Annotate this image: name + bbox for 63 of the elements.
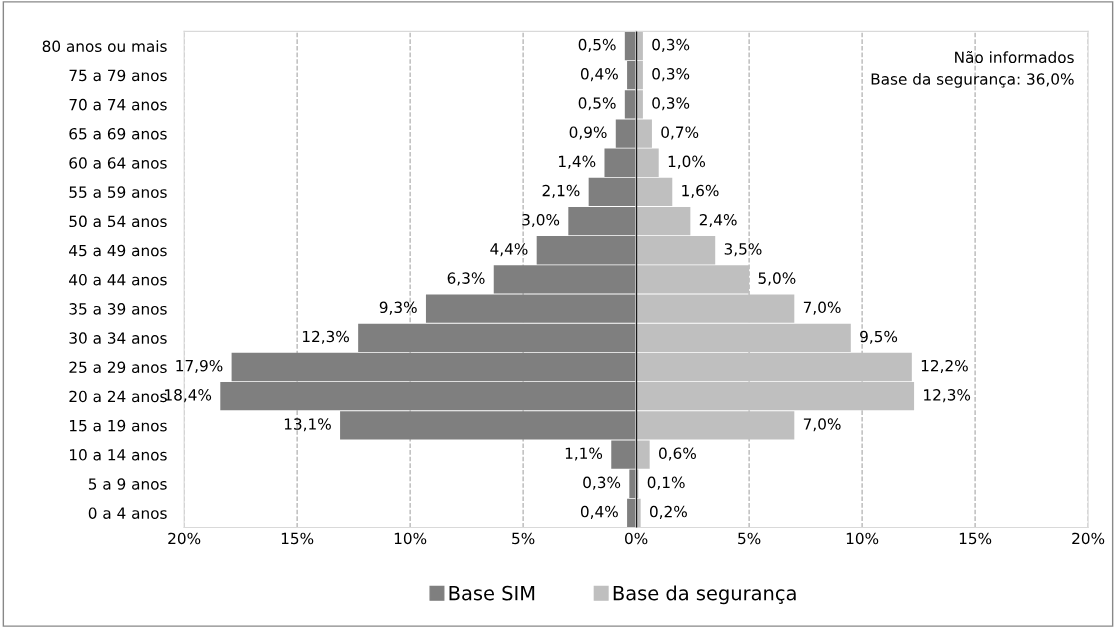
data-label: 0,9% xyxy=(569,126,607,140)
x-tick-label: 20% xyxy=(168,532,201,545)
legend-label: Base da segurança xyxy=(613,585,796,605)
y-tick-label: 50 a 54 anos xyxy=(69,215,167,228)
data-label: 0,4% xyxy=(580,505,618,519)
data-label: 0,5% xyxy=(578,97,616,111)
data-label: 17,9% xyxy=(176,359,223,373)
y-tick-label: 15 a 19 anos xyxy=(69,419,167,432)
y-tick-label: 70 a 74 anos xyxy=(69,98,167,111)
x-tick-label: 10% xyxy=(394,532,427,545)
data-label: 2,1% xyxy=(542,184,580,198)
data-label: 0,3% xyxy=(652,68,690,82)
data-label: 6,3% xyxy=(447,272,485,286)
annotation: Não informados Base da segurança: 36,0% xyxy=(871,50,1074,88)
y-tick-label: 40 a 44 anos xyxy=(69,273,167,286)
legend-label: Base SIM xyxy=(449,585,535,601)
data-label: 0,3% xyxy=(652,38,690,52)
y-tick-label: 75 a 79 anos xyxy=(69,69,167,82)
data-label: 5,0% xyxy=(758,272,796,286)
x-tick-label: 5% xyxy=(512,532,535,545)
y-tick-label: 25 a 29 anos xyxy=(69,361,167,374)
x-tick-label: 15% xyxy=(281,532,314,545)
data-label: 0,5% xyxy=(578,38,616,52)
data-label: 9,5% xyxy=(860,330,898,344)
x-tick-label: 5% xyxy=(738,532,761,545)
data-label: 12,3% xyxy=(302,330,349,344)
x-tick-label: 10% xyxy=(846,532,879,545)
data-label: 7,0% xyxy=(803,301,841,315)
y-tick-label: 60 a 64 anos xyxy=(69,157,167,169)
y-tick-label: 45 a 49 anos xyxy=(69,244,167,257)
x-tick-label: 15% xyxy=(959,532,992,545)
y-tick-label: 65 a 69 anos xyxy=(69,128,167,140)
data-label: 9,3% xyxy=(379,301,417,315)
y-tick-label: 80 anos ou mais xyxy=(42,40,167,53)
y-tick-label: 55 a 59 anos xyxy=(69,186,167,198)
data-label: 18,4% xyxy=(165,389,212,403)
data-label: 12,2% xyxy=(921,359,968,373)
y-tick-label: 10 a 14 anos xyxy=(69,449,167,461)
data-label: 0,2% xyxy=(649,505,687,519)
data-label: 1,6% xyxy=(682,184,719,198)
data-label: 0,3% xyxy=(583,476,621,490)
y-tick-label: 0 a 4 anos xyxy=(88,507,167,519)
data-label: 4,4% xyxy=(490,243,528,257)
data-label: 7,0% xyxy=(803,418,841,432)
x-tick-label: 20% xyxy=(1072,532,1105,545)
data-label: 0,4% xyxy=(580,68,618,82)
data-label: 1,0% xyxy=(668,155,706,169)
data-label: 0,1% xyxy=(647,476,685,490)
data-label: 0,6% xyxy=(659,447,696,461)
data-label: 3,0% xyxy=(522,213,560,228)
data-label: 0,7% xyxy=(661,126,699,140)
x-tick-label: 0% xyxy=(625,532,648,545)
y-tick-label: 35 a 39 anos xyxy=(69,303,167,315)
data-label: 0,3% xyxy=(652,97,690,111)
data-label: 13,1% xyxy=(284,418,331,432)
y-tick-label: 30 a 34 anos xyxy=(69,332,167,344)
data-label: 3,5% xyxy=(724,243,762,257)
y-tick-label: 5 a 9 anos xyxy=(88,478,167,490)
data-label: 2,4% xyxy=(699,213,737,228)
y-tick-label: 20 a 24 anos xyxy=(69,390,167,403)
data-label: 12,3% xyxy=(924,389,971,403)
data-label: 1,1% xyxy=(565,447,603,461)
data-label: 1,4% xyxy=(559,155,596,169)
